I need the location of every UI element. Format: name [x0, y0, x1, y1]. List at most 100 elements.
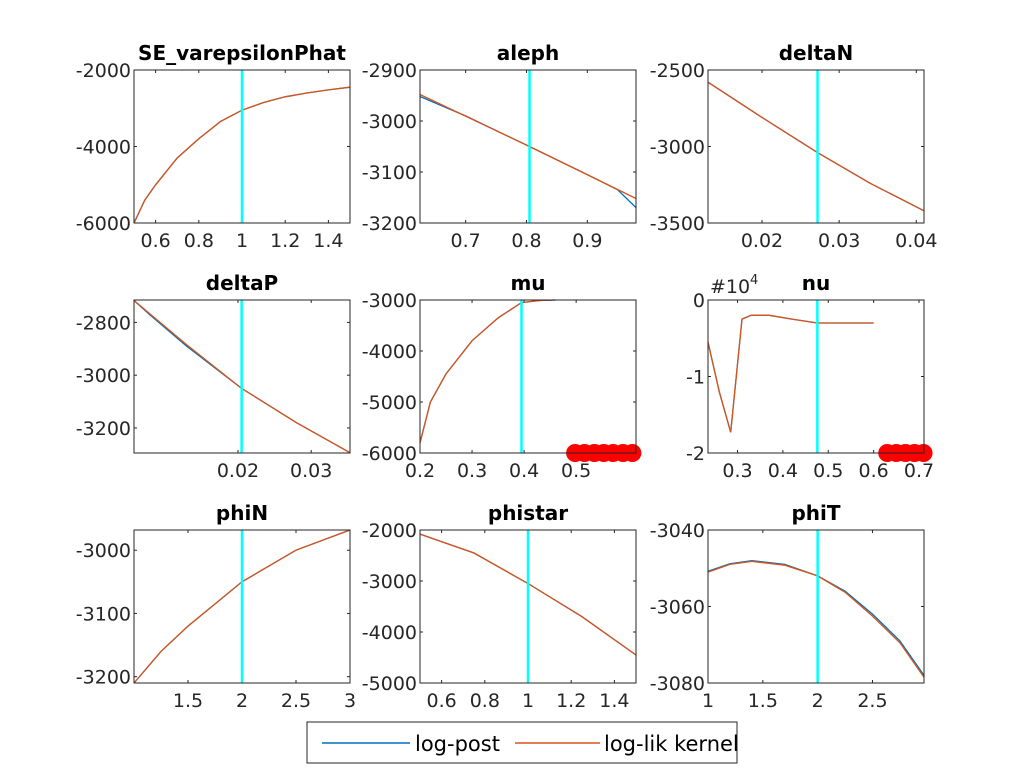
subplot-phistar: phistar 0.6 0.8 1 1.2 1.4 -5000 -4000 -3000 -2000 — [362, 501, 637, 712]
axes-box — [419, 299, 637, 454]
y-tick-label: -3000 — [362, 290, 417, 312]
plot-area — [708, 530, 924, 683]
y-exponent: 4 — [750, 273, 758, 288]
axes-box — [707, 529, 925, 684]
y-tick-label: -2000 — [76, 60, 131, 82]
y-tick-label: -4000 — [362, 341, 417, 363]
y-tick-label: -3500 — [650, 213, 705, 235]
y-tick-label: -6000 — [76, 213, 131, 235]
subplot-mu: mu 0.2 0.3 0.4 0.5 -6000 -5000 -4000 -3000 — [362, 271, 642, 482]
y-tick-label: -6000 — [362, 443, 417, 465]
subplot-title: deltaN — [779, 41, 854, 65]
y-tick-label: -2800 — [76, 312, 131, 334]
y-tick-label: -3200 — [362, 213, 417, 235]
x-tick-label: 0.7 — [904, 460, 934, 482]
x-tick-label: 0.9 — [572, 230, 602, 252]
x-tick-label: 0.8 — [511, 230, 541, 252]
subplot-title: phiN — [216, 501, 268, 525]
legend-post-label: log-post — [415, 732, 500, 756]
y-tick-label: -3200 — [76, 667, 131, 689]
x-tick-label: 0.4 — [509, 460, 539, 482]
x-tick-label: 0.4 — [768, 460, 798, 482]
legend: log-post log-lik kernel — [306, 721, 739, 764]
y-tick-label: -3000 — [76, 540, 131, 562]
x-tick-label: 0.3 — [722, 460, 752, 482]
y-tick-label: -3040 — [650, 520, 705, 542]
subplot-deltaN: deltaN 0.02 0.03 0.04 -3500 -3000 -2500 — [650, 41, 938, 252]
y-tick-label: -5000 — [362, 673, 417, 695]
subplot-nu: nu 0.3 0.4 0.5 0.6 0.7 -2 -1 0#10 4 — [686, 271, 934, 482]
series-log-lik-kernel-line — [133, 86, 351, 224]
y-tick-label: 0 — [693, 290, 705, 312]
x-tick-label: 1.5 — [748, 690, 778, 712]
x-tick-label: 2 — [812, 690, 824, 712]
y-tick-label: -1 — [686, 367, 705, 389]
plot-area — [708, 70, 924, 223]
subplot-phiT: phiT 1 1.5 2 2.5 -3080 -3060 -3040 — [650, 501, 925, 712]
plot-area — [420, 300, 636, 453]
legend-lik-label: log-lik kernel — [604, 732, 739, 756]
y-tick-label: -3080 — [650, 673, 705, 695]
x-tick-label: 0.5 — [561, 460, 591, 482]
subplot-deltaP: deltaP 0.02 0.03 -3200 -3000 -2800 — [76, 271, 351, 482]
x-tick-label: 1.4 — [599, 690, 629, 712]
x-tick-label: 1.2 — [556, 690, 586, 712]
y-tick-label: -3000 — [650, 137, 705, 159]
subplot-title: mu — [510, 271, 545, 295]
y-tick-label: -3000 — [362, 111, 417, 133]
x-tick-label: 2.5 — [281, 690, 311, 712]
x-tick-label: 0.03 — [818, 230, 860, 252]
y-tick-label: -3060 — [650, 597, 705, 619]
subplot-aleph: aleph 0.7 0.8 0.9 -3200 -3100 -3000 -2900 — [362, 41, 637, 252]
x-tick-label: 1 — [236, 230, 248, 252]
y-tick-label: -4000 — [362, 622, 417, 644]
x-tick-label: 0.5 — [813, 460, 843, 482]
x-tick-label: 0.3 — [457, 460, 487, 482]
axes-box — [419, 69, 637, 224]
subplot-title: phiT — [791, 501, 840, 525]
axes-box — [419, 529, 637, 684]
subplot-title: SE_varepsilonPhat — [138, 41, 346, 65]
x-tick-label: 2.5 — [857, 690, 887, 712]
subplot-SE_varepsilonPhat: SE_varepsilonPhat 0.6 0.8 1 1.2 1.4 -6000 -4000… — [76, 41, 351, 252]
y-tick-label: -4000 — [76, 137, 131, 159]
subplot-title: phistar — [488, 501, 568, 525]
y-tick-label: -2900 — [362, 60, 417, 82]
series-log-lik-kernel-line — [419, 299, 556, 443]
axes-box — [133, 299, 351, 454]
x-tick-label: 0.02 — [217, 460, 259, 482]
x-tick-label: 1.4 — [313, 230, 343, 252]
x-tick-label: 0.6 — [140, 230, 170, 252]
x-tick-label: 1 — [702, 690, 714, 712]
x-tick-label: 0.6 — [426, 690, 456, 712]
plot-area — [708, 300, 924, 453]
x-tick-label: 1 — [522, 690, 534, 712]
series-log-lik-kernel-line — [133, 529, 351, 684]
x-tick-label: 0.2 — [405, 460, 435, 482]
y-tick-label: -3100 — [76, 603, 131, 625]
y-tick-label: -2500 — [650, 60, 705, 82]
y-tick-label: -3100 — [362, 162, 417, 184]
x-tick-label: 0.8 — [470, 690, 500, 712]
axes-box — [133, 529, 351, 684]
x-tick-label: 3 — [344, 690, 356, 712]
y-tick-label: -2000 — [362, 520, 417, 542]
y-tick-label: -2 — [686, 443, 705, 465]
y-tick-label: -3000 — [362, 571, 417, 593]
y-exponent-label: #10 — [710, 276, 750, 298]
axes-box — [707, 69, 925, 224]
y-tick-label: -5000 — [362, 392, 417, 414]
subplot-title: aleph — [497, 41, 559, 65]
series-log-lik-kernel-line — [707, 314, 874, 433]
x-tick-label: 0.8 — [184, 230, 214, 252]
axes-box — [133, 69, 351, 224]
subplot-title: deltaP — [206, 271, 278, 295]
y-tick-label: -3200 — [76, 418, 131, 440]
x-tick-label: 0.02 — [741, 230, 783, 252]
axes-box — [707, 299, 925, 454]
subplot-title: nu — [802, 271, 830, 295]
x-tick-label: 0.04 — [895, 230, 937, 252]
x-tick-label: 0.03 — [290, 460, 332, 482]
y-tick-label: -3000 — [76, 365, 131, 387]
